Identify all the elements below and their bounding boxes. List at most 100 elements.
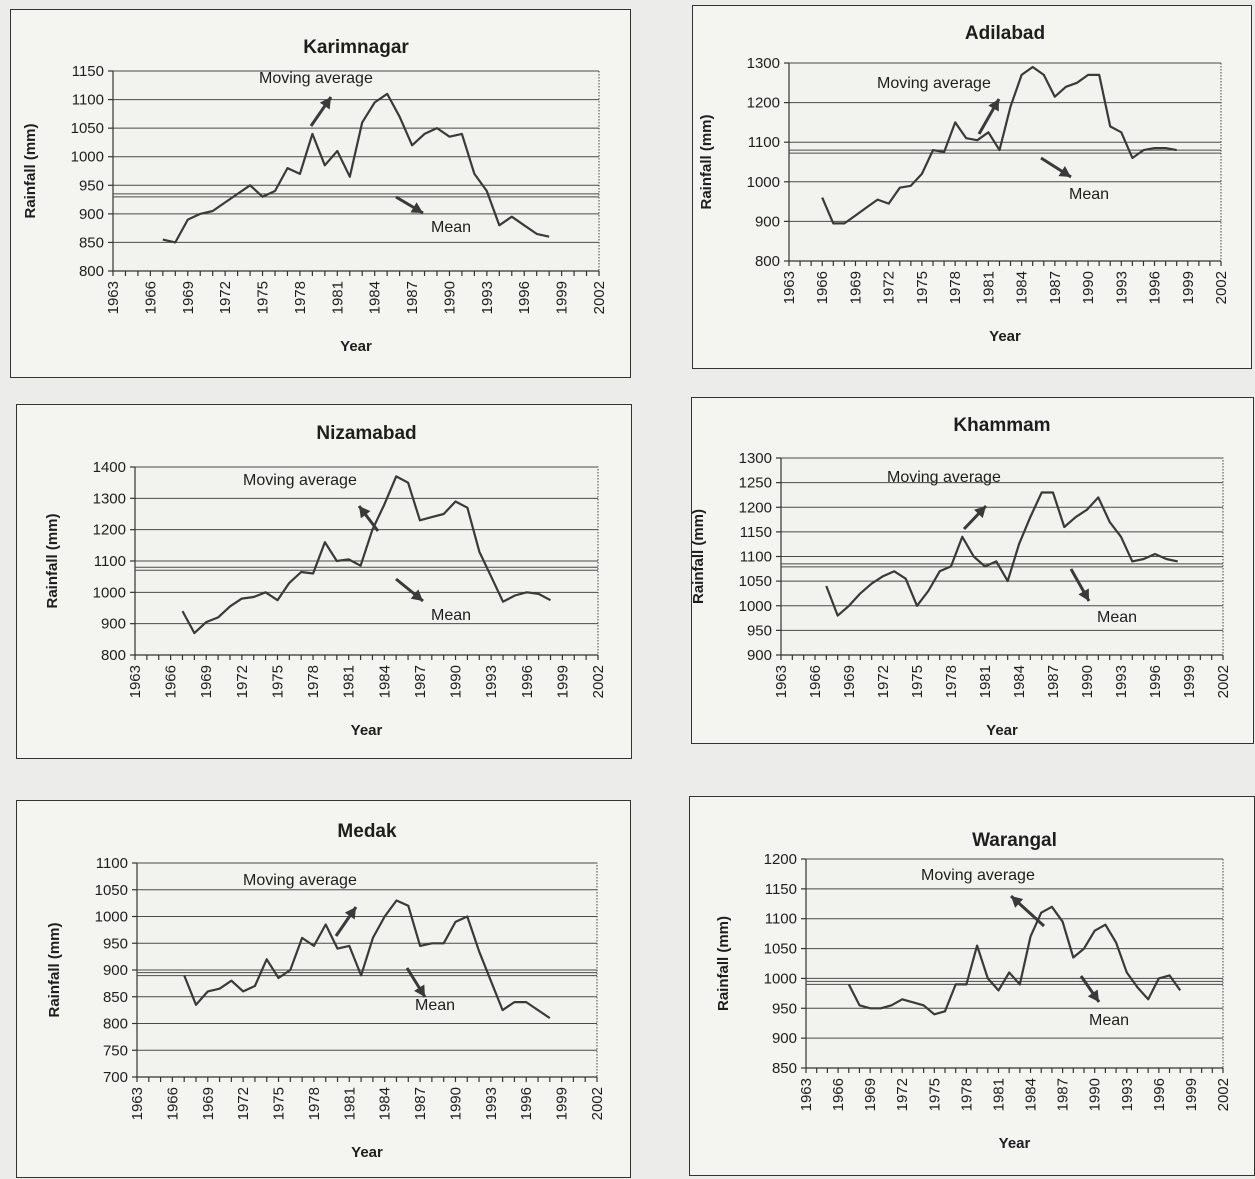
- x-tick-label: 2002: [590, 665, 607, 698]
- x-tick-label: 1975: [914, 271, 931, 304]
- y-tick-label: 800: [79, 263, 104, 280]
- x-tick-label: 1990: [448, 665, 465, 698]
- x-tick-label: 1966: [830, 1078, 847, 1111]
- x-tick-label: 1990: [1080, 271, 1097, 304]
- moving-average-line: [183, 899, 551, 1020]
- chart-title: Karimnagar: [303, 37, 409, 58]
- x-tick-label: 1978: [947, 271, 964, 304]
- y-tick-label: 950: [747, 622, 772, 639]
- moving-average-line: [821, 65, 1177, 225]
- moving-average-arrow-head: [1011, 896, 1024, 908]
- x-tick-label: 1999: [554, 665, 571, 698]
- y-axis-label: Rainfall (mm): [44, 513, 61, 608]
- y-tick-label: 1300: [747, 55, 780, 72]
- x-tick-label: 1996: [516, 281, 533, 314]
- plot-area: [788, 62, 1222, 262]
- chart-panel-warangal: Warangal 850 900 950 1000 1050 1100 1150 1200 196…: [689, 796, 1255, 1176]
- y-tick-label: 1100: [94, 553, 126, 570]
- chart-svg-warangal: Warangal 850 900 950 1000 1050 1100 1150 1200 196…: [715, 830, 1232, 1152]
- y-tick-label: 1400: [93, 459, 126, 476]
- y-tick-label: 750: [103, 1042, 128, 1059]
- x-tick-label: 1999: [1180, 271, 1197, 304]
- x-tick-label: 1972: [217, 281, 234, 314]
- x-tick-label: 1993: [479, 281, 496, 314]
- x-tick-label: 1981: [329, 281, 346, 314]
- moving-average-line: [825, 491, 1178, 617]
- mean-annotation: Mean: [431, 607, 471, 624]
- x-tick-label: 1990: [447, 1087, 464, 1120]
- x-tick-label: 1975: [926, 1078, 943, 1111]
- x-tick-label: 1981: [977, 665, 994, 698]
- y-tick-label: 1300: [93, 490, 126, 507]
- x-tick-label: 1996: [519, 665, 536, 698]
- mean-arrow-head: [1078, 588, 1089, 601]
- x-tick-label: 1975: [255, 281, 272, 314]
- x-tick-label: 1984: [376, 665, 393, 698]
- x-tick-label: 1969: [841, 665, 858, 698]
- mean-annotation: Mean: [431, 219, 471, 236]
- y-tick-label: 1000: [739, 598, 772, 615]
- x-tick-label: 1981: [990, 1078, 1007, 1111]
- x-tick-label: 1969: [200, 1087, 217, 1120]
- y-tick-label: 1100: [96, 855, 128, 872]
- y-tick-label: 800: [101, 647, 126, 664]
- y-tick-label: 1200: [764, 851, 797, 868]
- chart-panel-adilabad: Adilabad 800 900 1000 1100 1200 1300 1963 1966 19…: [692, 5, 1252, 369]
- x-tick-label: 1987: [412, 665, 429, 698]
- x-tick-label: 1999: [1183, 1078, 1200, 1111]
- y-tick-label: 1300: [739, 450, 772, 467]
- moving-average-annotation: Moving average: [243, 872, 357, 889]
- chart-title: Adilabad: [965, 23, 1045, 44]
- x-tick-label: 1963: [781, 271, 798, 304]
- x-tick-label: 1987: [1055, 1078, 1072, 1111]
- y-tick-label: 1000: [93, 584, 126, 601]
- moving-average-line: [847, 905, 1182, 1016]
- mean-annotation: Mean: [1089, 1012, 1129, 1029]
- x-tick-label: 1963: [773, 665, 790, 698]
- moving-average-annotation: Moving average: [887, 469, 1001, 486]
- x-tick-label: 1993: [1113, 271, 1130, 304]
- y-tick-label: 1100: [765, 911, 797, 928]
- y-axis-label: Rainfall (mm): [22, 123, 39, 218]
- x-tick-label: 1975: [271, 1087, 288, 1120]
- y-tick-label: 1100: [740, 549, 772, 566]
- x-tick-label: 1990: [441, 281, 458, 314]
- y-tick-label: 1050: [764, 941, 797, 958]
- x-tick-label: 1969: [862, 1078, 879, 1111]
- y-tick-label: 950: [103, 935, 128, 952]
- y-tick-label: 1150: [72, 63, 104, 80]
- x-tick-label: 1990: [1079, 665, 1096, 698]
- chart-title: Khammam: [953, 415, 1050, 436]
- y-tick-label: 1000: [764, 970, 797, 987]
- x-tick-label: 1972: [881, 271, 898, 304]
- x-tick-label: 1987: [1045, 665, 1062, 698]
- x-tick-label: 1987: [412, 1087, 429, 1120]
- mean-arrow-head: [410, 202, 423, 213]
- y-tick-label: 900: [103, 962, 128, 979]
- x-tick-label: 1963: [129, 1087, 146, 1120]
- x-tick-label: 1966: [814, 271, 831, 304]
- y-axis-label: Rainfall (mm): [715, 916, 732, 1011]
- x-tick-label: 1996: [1147, 665, 1164, 698]
- y-tick-label: 1050: [71, 120, 104, 137]
- x-axis-label: Year: [999, 1135, 1031, 1152]
- chart-title: Warangal: [972, 830, 1057, 851]
- x-tick-label: 2002: [589, 1087, 606, 1120]
- x-tick-label: 1975: [909, 665, 926, 698]
- x-tick-label: 1984: [367, 281, 384, 314]
- x-tick-label: 1996: [1147, 271, 1164, 304]
- x-tick-label: 1999: [554, 1087, 571, 1120]
- x-tick-label: 1993: [483, 1087, 500, 1120]
- mean-annotation: Mean: [415, 997, 455, 1014]
- y-tick-label: 900: [772, 1030, 797, 1047]
- y-tick-label: 1200: [93, 522, 126, 539]
- chart-panel-karimnagar: Karimnagar 800 850 900 950 1000 1050 1100 1150 19…: [10, 9, 631, 378]
- moving-average-line: [181, 475, 552, 635]
- x-tick-label: 1978: [306, 1087, 323, 1120]
- y-tick-label: 800: [755, 253, 780, 270]
- chart-svg-adilabad: Adilabad 800 900 1000 1100 1200 1300 1963 1966 19…: [698, 23, 1230, 345]
- x-tick-label: 1984: [1023, 1078, 1040, 1111]
- y-tick-label: 1100: [72, 92, 104, 109]
- x-tick-label: 1963: [105, 281, 122, 314]
- y-tick-label: 800: [103, 1016, 128, 1033]
